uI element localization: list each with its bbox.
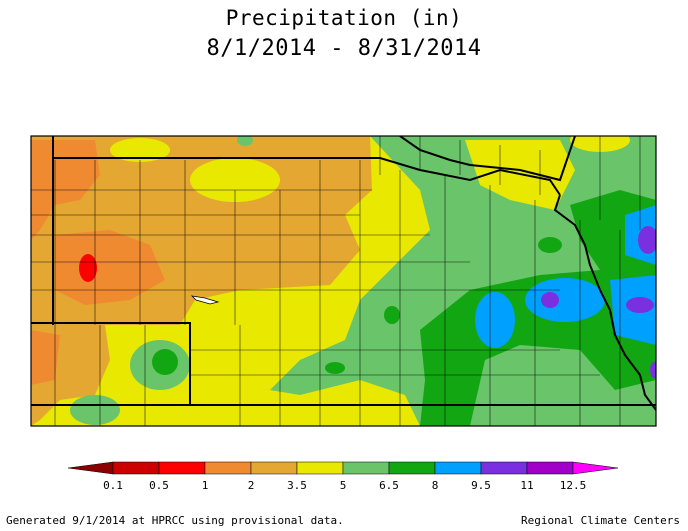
legend-swatch: [158, 461, 206, 475]
precip-pocket-yellow-north: [110, 138, 170, 162]
map-frame: [30, 135, 657, 427]
legend-swatch: [250, 461, 298, 475]
legend-tick-label: 12.5: [560, 479, 587, 492]
precip-spot-purple-east: [626, 297, 654, 313]
precip-spot-purple: [541, 292, 559, 308]
legend-tick-label: 11: [520, 479, 533, 492]
legend-tick-label: 9.5: [471, 479, 491, 492]
precip-pocket-green-north: [237, 136, 253, 146]
precip-spot-purple-se: [650, 362, 656, 378]
map-date-range: 8/1/2014 - 8/31/2014: [206, 36, 482, 61]
legend-tick-label: 5: [340, 479, 347, 492]
legend-tick-label: 2: [248, 479, 255, 492]
legend-tick-label: 3.5: [287, 479, 307, 492]
precip-spot-red: [79, 254, 97, 282]
precip-spot-darkgreen-3: [538, 237, 562, 253]
precip-zone-8-9.5-east: [525, 278, 605, 322]
legend-swatch: [526, 461, 574, 475]
legend-swatch-min: [67, 461, 114, 475]
legend-swatch: [480, 461, 528, 475]
legend-swatch: [342, 461, 390, 475]
legend-tick-label: 6.5: [379, 479, 399, 492]
lake: [190, 295, 220, 305]
legend-swatch-max: [572, 461, 619, 475]
precip-pocket-green-south: [70, 395, 120, 425]
legend-swatch: [388, 461, 436, 475]
legend-swatch: [296, 461, 344, 475]
precip-zone-5-6.5: [270, 136, 656, 426]
legend-tick-label: 0.5: [149, 479, 169, 492]
legend-tick-label: 0.1: [103, 479, 123, 492]
map-title: Precipitation (in): [225, 6, 463, 30]
precip-pocket-yellow-central: [250, 290, 360, 340]
precip-spot-darkgreen: [384, 306, 400, 324]
legend-swatch: [434, 461, 482, 475]
legend-tick-label: 8: [432, 479, 439, 492]
precip-zone-8-9.5: [475, 292, 515, 348]
legend-tick-label: 1: [202, 479, 209, 492]
precip-spot-darkgreen-2: [325, 362, 345, 374]
footer-credit: Regional Climate Centers: [521, 514, 680, 527]
precip-pocket-yellow: [190, 158, 280, 202]
precip-spot-darkgreen-sw: [152, 349, 178, 375]
state-boundaries: [31, 136, 656, 411]
precip-zone-1-2-west: [55, 230, 165, 305]
county-boundaries: [31, 136, 650, 426]
footer-generated-note: Generated 9/1/2014 at HPRCC using provis…: [6, 514, 344, 527]
legend-swatch: [112, 461, 160, 475]
precip-spot-purple-ne: [638, 226, 656, 254]
legend-swatch: [204, 461, 252, 475]
precip-zone-1-2-sw: [31, 330, 60, 385]
